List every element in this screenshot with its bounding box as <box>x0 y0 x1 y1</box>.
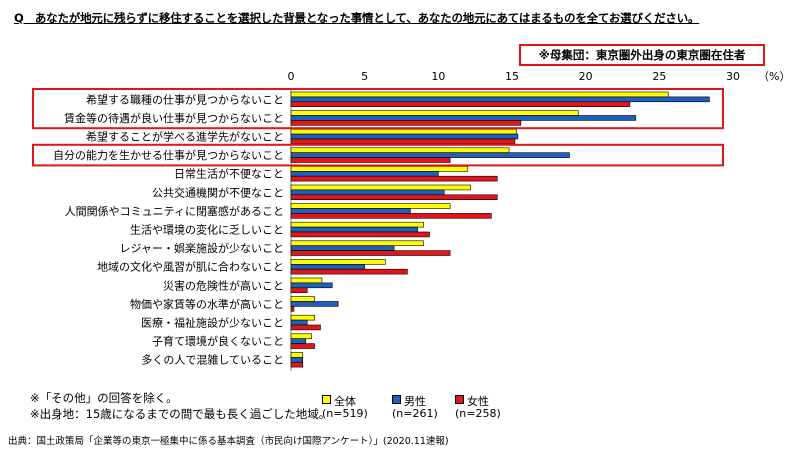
x-tick-label: 30 <box>726 70 740 83</box>
x-tick-label: 20 <box>579 70 593 83</box>
category-label: 地域の文化や風習が肌に合わないこと <box>97 260 284 274</box>
category-label: 災害の危険性が高いこと <box>163 278 284 292</box>
bar-male <box>290 356 304 363</box>
category-label: 自分の能力を生かせる仕事が見つからないこと <box>53 148 284 162</box>
legend-n-male: (n=261) <box>392 407 438 420</box>
bar-female <box>290 231 430 238</box>
bar-overall <box>290 333 312 339</box>
bar-overall <box>290 147 510 154</box>
bar-overall <box>290 203 451 209</box>
x-unit-label: （%） <box>758 70 790 83</box>
category-label: 希望することが学べる進学先がないこと <box>86 130 284 144</box>
category-label: レジャー・娯楽施設が少ないこと <box>120 241 284 255</box>
bar-male <box>290 115 637 121</box>
question-text: Q あなたが地元に残らずに移住することを選択した背景となった事情として、あなたの… <box>14 11 700 25</box>
note-birthplace-definition: ※出身地：15歳になるまでの間で最も長く過ごした地域。 <box>30 407 331 421</box>
bar-male <box>290 245 395 251</box>
category-label: 医療・福祉施設が少ないこと <box>141 316 284 330</box>
legend-swatch-male <box>392 395 401 404</box>
bar-female <box>290 175 498 182</box>
legend-swatch-female <box>455 395 464 404</box>
category-label: 日常生活が不便なこと <box>174 167 284 181</box>
legend-label-male: 男性 <box>404 395 426 408</box>
bar-male <box>290 282 333 289</box>
x-tick-label: 5 <box>361 70 368 83</box>
legend-n-overall: (n=519) <box>322 407 368 420</box>
bar-female <box>290 324 321 331</box>
bar-male <box>290 301 339 307</box>
bar-female <box>290 361 304 368</box>
bar-male <box>290 96 710 103</box>
x-tick-label: 10 <box>431 70 445 83</box>
highlight-box <box>32 143 724 167</box>
bar-male <box>290 319 308 326</box>
bar-overall <box>290 259 386 265</box>
bar-male <box>290 171 439 177</box>
category-label: 生活や環境の変化に乏しいこと <box>130 223 284 237</box>
bar-overall <box>290 221 424 228</box>
category-label: 多くの人で混雑していること <box>141 353 284 367</box>
x-tick-label: 15 <box>505 70 519 83</box>
bar-overall <box>290 352 304 358</box>
bar-overall <box>290 110 579 116</box>
bar-male <box>290 226 419 233</box>
bar-female <box>290 250 451 256</box>
bar-overall <box>290 314 315 321</box>
bar-male <box>290 208 411 214</box>
bar-female <box>290 343 315 349</box>
note-other-excluded: ※「その他」の回答を除く。 <box>30 391 178 405</box>
bar-male <box>290 133 519 140</box>
bar-female <box>290 306 295 312</box>
bar-female <box>290 194 498 201</box>
bar-female <box>290 213 492 219</box>
bar-overall <box>290 166 469 172</box>
legend-item-female: 女性 (n=258) <box>455 393 501 420</box>
bar-male <box>290 189 445 196</box>
category-label: 子育て環境が良くないこと <box>152 334 284 348</box>
legend-label-female: 女性 <box>467 395 489 408</box>
legend-n-female: (n=258) <box>455 407 501 420</box>
bar-overall <box>290 240 424 247</box>
bar-overall <box>290 128 517 135</box>
bar-female <box>290 268 408 275</box>
bar-overall <box>290 277 323 284</box>
category-label: 物価や家賃等の水準が高いこと <box>130 297 284 311</box>
bar-male <box>290 263 365 270</box>
legend-item-overall: 全体 (n=519) <box>322 393 368 420</box>
x-tick-label: 25 <box>652 70 666 83</box>
x-tick-label: 0 <box>288 70 295 83</box>
bar-overall <box>290 184 472 191</box>
source-citation: 出典：国土政策局「企業等の東京一極集中に係る基本調査（市民向け国際アンケート）」… <box>8 436 449 447</box>
population-note: ※母集団：東京圏外出身の東京圏在住者 <box>519 44 765 66</box>
category-label: 賃金等の待遇が良い仕事が見つからないこと <box>64 111 284 125</box>
category-label: 人間関係やコミュニティに閉塞感があること <box>65 204 284 218</box>
bar-female <box>290 138 516 145</box>
bar-female <box>290 120 522 126</box>
bar-female <box>290 157 451 163</box>
bar-female <box>290 101 631 108</box>
bar-overall <box>290 91 669 98</box>
bar-male <box>290 152 570 158</box>
category-label: 公共交通機関が不便なこと <box>152 185 284 199</box>
legend-swatch-overall <box>322 395 331 404</box>
category-label: 希望する職種の仕事が見つからないこと <box>86 92 284 106</box>
bar-female <box>290 287 308 293</box>
legend-item-male: 男性 (n=261) <box>392 393 438 420</box>
bar-male <box>290 338 307 344</box>
highlight-box <box>32 88 724 130</box>
legend-label-overall: 全体 <box>334 395 356 408</box>
bar-overall <box>290 296 315 302</box>
